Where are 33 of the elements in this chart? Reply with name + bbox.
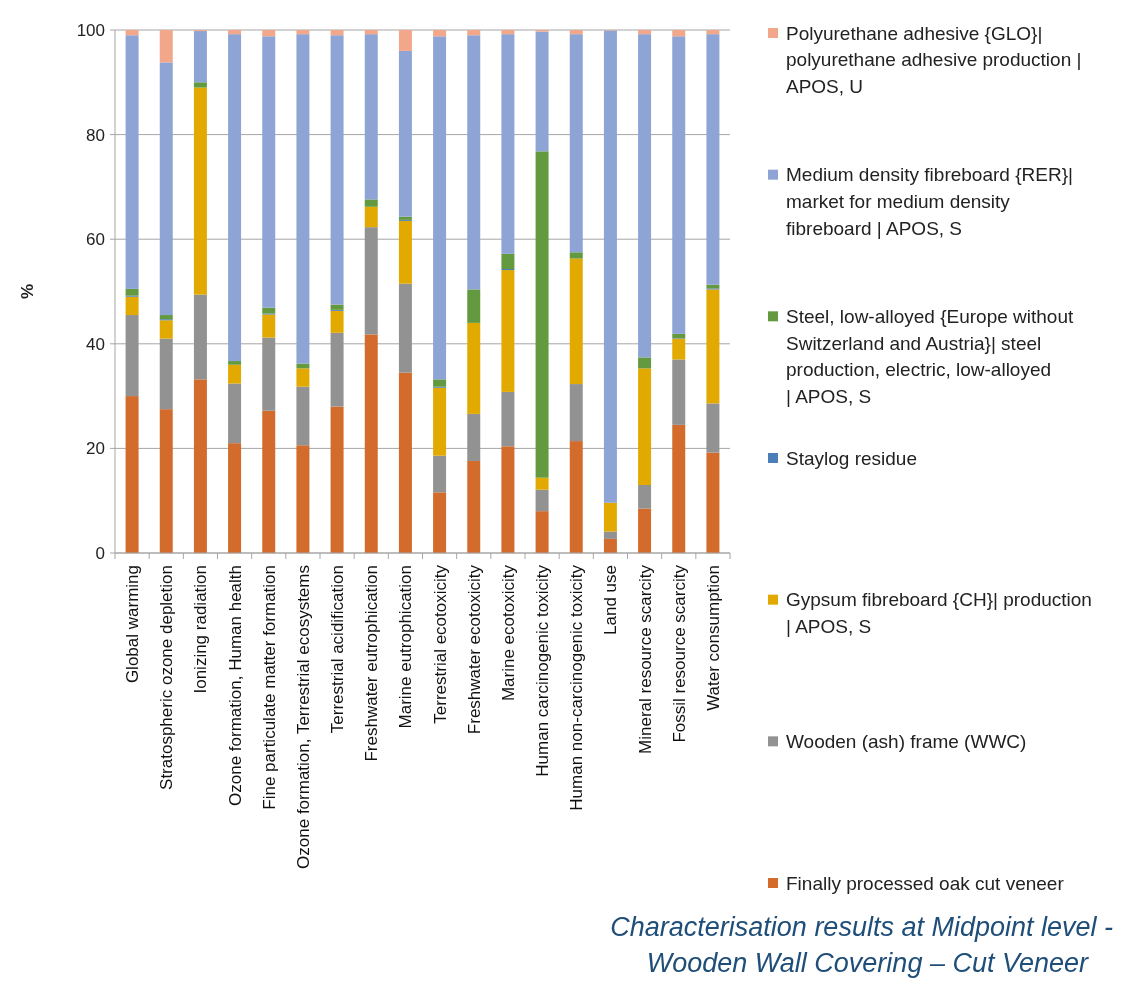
y-tick-label: 20 <box>86 439 105 459</box>
x-tick-label: Marine ecotoxicity <box>498 564 518 702</box>
legend-label: Medium density fibreboard {RER}| market for medium density fibreboard | APOS, S <box>786 164 1073 239</box>
x-tick-label: Ozone formation, Terrestrial ecosystems <box>293 565 313 869</box>
x-tick-label: Terrestrial acidification <box>328 565 348 734</box>
x-tick-label: Fine particulate matter formation <box>259 565 279 810</box>
legend-label: Wooden (ash) frame (WWC) <box>786 730 1027 752</box>
x-tick-label: Land use <box>601 565 621 635</box>
legend-label: Finally processed oak cut veneer <box>786 872 1065 894</box>
x-tick-label: Fossil resource scarcity <box>669 564 689 743</box>
y-tick-label: 40 <box>86 334 105 354</box>
text: Characterisation results at Midpoint level - Wooden Wall Covering – Cut Veneer <box>610 912 1114 978</box>
x-tick-label: Marine eutrophication <box>396 565 416 729</box>
x-tick-label: Stratospheric ozone depletion <box>157 565 177 790</box>
x-tick-label: Mineral resource scarcity <box>635 564 655 754</box>
x-tick-label: Human carcinogenic toxicity <box>533 564 553 777</box>
x-tick-label: Freshwater eutrophication <box>362 565 382 762</box>
x-tick-label: Ionizing radiation <box>191 565 211 694</box>
y-tick-label: 60 <box>86 230 105 250</box>
legend-label: Staylog residue <box>786 447 917 469</box>
legend-label: Steel, low-alloyed {Europe without Switzerland and Austria}| steel production, electric, low-alloyed | APOS, S <box>786 305 1074 407</box>
legend-label: Polyurethane adhesive {GLO}| polyurethane adhesive production | APOS, U <box>786 22 1082 97</box>
x-tick-label: Terrestrial ecotoxicity <box>430 564 450 724</box>
x-tick-label: Human non-carcinogenic toxicity <box>567 564 587 811</box>
y-tick-label: 80 <box>86 125 105 145</box>
y-axis-title: % <box>18 283 37 300</box>
legend-label: Gypsum fibreboard {CH}| production | APOS, S <box>786 589 1092 637</box>
y-tick-label: 100 <box>76 20 105 40</box>
x-tick-label: Ozone formation, Human health <box>225 565 245 806</box>
y-tick-label: 0 <box>95 543 105 563</box>
x-tick-label: Water consumption <box>703 565 723 711</box>
x-tick-label: Freshwater ecotoxicity <box>464 564 484 735</box>
x-tick-label: Global warming <box>123 565 143 684</box>
